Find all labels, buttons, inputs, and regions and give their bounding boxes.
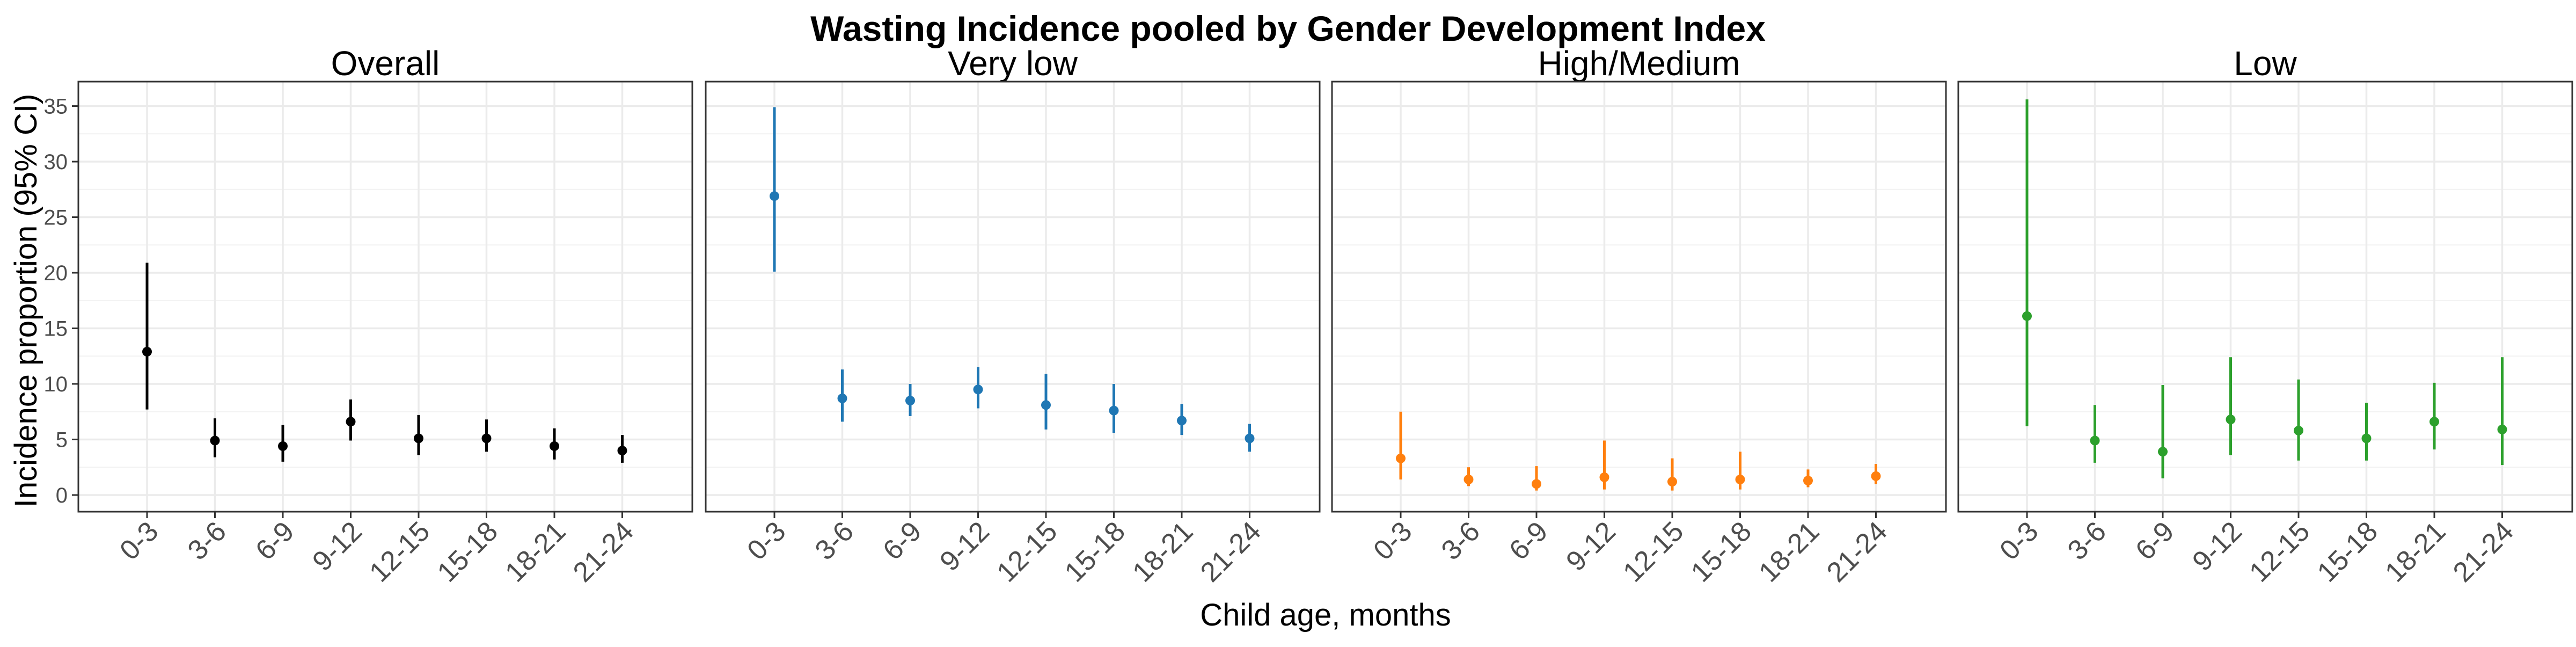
panel-background bbox=[706, 82, 1320, 512]
x-tick-label: 6-9 bbox=[2129, 515, 2180, 566]
x-tick-label: 3-6 bbox=[182, 515, 232, 566]
panel-background bbox=[1958, 82, 2572, 512]
x-tick-label: 12-15 bbox=[1617, 515, 1689, 588]
data-point bbox=[1532, 479, 1541, 489]
x-tick-label: 12-15 bbox=[2243, 515, 2316, 588]
data-point bbox=[1803, 476, 1813, 486]
x-tick-label: 3-6 bbox=[1436, 515, 1486, 566]
y-tick-label: 30 bbox=[44, 150, 68, 174]
y-tick-label: 5 bbox=[56, 428, 68, 452]
x-tick-label: 3-6 bbox=[2062, 515, 2112, 566]
data-point bbox=[481, 433, 492, 444]
y-tick-label: 25 bbox=[44, 206, 68, 230]
x-tick-label: 6-9 bbox=[250, 515, 300, 566]
data-point bbox=[2022, 311, 2032, 321]
panel-title: Very low bbox=[948, 44, 1078, 83]
data-point bbox=[2090, 435, 2100, 446]
data-point bbox=[2294, 425, 2303, 435]
y-tick-label: 10 bbox=[44, 373, 68, 396]
data-point bbox=[973, 384, 983, 395]
data-point bbox=[1041, 400, 1051, 410]
data-point bbox=[1871, 471, 1881, 481]
data-point bbox=[346, 417, 356, 427]
panel-border bbox=[1331, 81, 1947, 513]
y-tick-label: 15 bbox=[44, 317, 68, 340]
x-tick-label: 18-21 bbox=[499, 515, 572, 588]
x-tick-label: 15-18 bbox=[2311, 515, 2384, 588]
y-tick-label: 0 bbox=[56, 484, 68, 507]
x-tick-label: 21-24 bbox=[1821, 515, 1893, 588]
x-tick-label: 15-18 bbox=[1685, 515, 1758, 588]
data-point bbox=[1396, 453, 1406, 463]
x-tick-label: 9-12 bbox=[1560, 515, 1622, 577]
x-tick-label: 6-9 bbox=[1503, 515, 1554, 566]
x-tick-label: 6-9 bbox=[877, 515, 927, 566]
data-point bbox=[2158, 447, 2168, 457]
x-tick-label: 0-3 bbox=[1994, 515, 2044, 566]
chart-title: Wasting Incidence pooled by Gender Devel… bbox=[810, 9, 1766, 48]
data-point bbox=[1109, 405, 1119, 416]
x-tick-label: 15-18 bbox=[431, 515, 504, 588]
data-point bbox=[1667, 477, 1677, 487]
data-point bbox=[1599, 472, 1609, 482]
panel-border bbox=[705, 81, 1321, 513]
data-point bbox=[837, 393, 847, 403]
x-tick-label: 15-18 bbox=[1059, 515, 1131, 588]
x-tick-label: 0-3 bbox=[114, 515, 164, 566]
panel-background bbox=[1332, 82, 1946, 512]
y-axis: 0 5 10 15 20 25 30 35 bbox=[44, 95, 78, 507]
panel-title: High/Medium bbox=[1538, 44, 1740, 83]
x-tick-label: 18-21 bbox=[2379, 515, 2451, 588]
data-point bbox=[617, 446, 627, 456]
panel-high-medium: High/Medium 0-3 3-6 6-9 9-1212-1515-1818-212… bbox=[1331, 44, 1947, 588]
data-point bbox=[414, 433, 423, 444]
x-tick-label: 21-24 bbox=[567, 515, 640, 588]
data-point bbox=[278, 441, 288, 451]
data-point bbox=[2429, 417, 2439, 427]
panel-background bbox=[78, 82, 692, 512]
data-point bbox=[210, 435, 220, 446]
panel-border bbox=[77, 81, 693, 513]
data-point bbox=[1463, 474, 1474, 484]
x-tick-label: 9-12 bbox=[934, 515, 996, 577]
data-point bbox=[770, 191, 779, 201]
data-point bbox=[142, 346, 152, 357]
x-tick-label: 3-6 bbox=[809, 515, 860, 566]
x-tick-label: 9-12 bbox=[306, 515, 368, 577]
data-point bbox=[2361, 433, 2372, 444]
data-point bbox=[550, 441, 559, 451]
y-tick-label: 35 bbox=[44, 95, 68, 119]
x-tick-label: 18-21 bbox=[1753, 515, 1825, 588]
panel-very-low: Very low 0-3 3-6 6-9 9-1212-1515-1818-2121-2… bbox=[705, 44, 1321, 588]
data-point bbox=[1177, 416, 1187, 426]
x-axis-title: Child age, months bbox=[1200, 598, 1451, 633]
x-tick-label: 12-15 bbox=[363, 515, 436, 588]
panel-title: Overall bbox=[331, 44, 440, 83]
x-tick-label: 21-24 bbox=[1195, 515, 1267, 588]
x-tick-label: 18-21 bbox=[1126, 515, 1199, 588]
y-axis-title: Incidence proportion (95% CI) bbox=[9, 94, 43, 508]
x-tick-label: 0-3 bbox=[1367, 515, 1418, 566]
x-tick-label: 9-12 bbox=[2186, 515, 2248, 577]
data-point bbox=[2226, 415, 2236, 425]
y-tick-label: 20 bbox=[44, 261, 68, 285]
data-point bbox=[2497, 424, 2507, 434]
x-tick-label: 12-15 bbox=[991, 515, 1063, 588]
data-point bbox=[1245, 433, 1255, 444]
data-point bbox=[1735, 474, 1745, 484]
x-tick-label: 0-3 bbox=[741, 515, 792, 566]
panel-title: Low bbox=[2234, 44, 2297, 83]
data-point bbox=[905, 396, 915, 406]
panel-border bbox=[1957, 81, 2573, 513]
x-tick-label: 21-24 bbox=[2447, 515, 2520, 588]
